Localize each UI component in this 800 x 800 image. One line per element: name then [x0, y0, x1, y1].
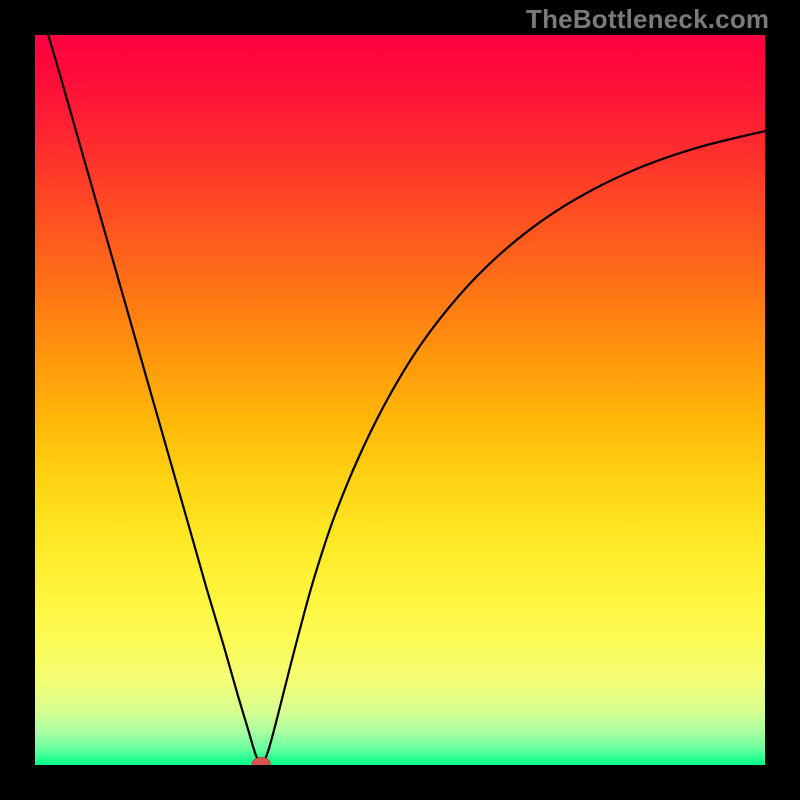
plot-background: [35, 35, 765, 765]
optimal-point-marker: [252, 757, 270, 770]
watermark-text: TheBottleneck.com: [526, 4, 769, 35]
